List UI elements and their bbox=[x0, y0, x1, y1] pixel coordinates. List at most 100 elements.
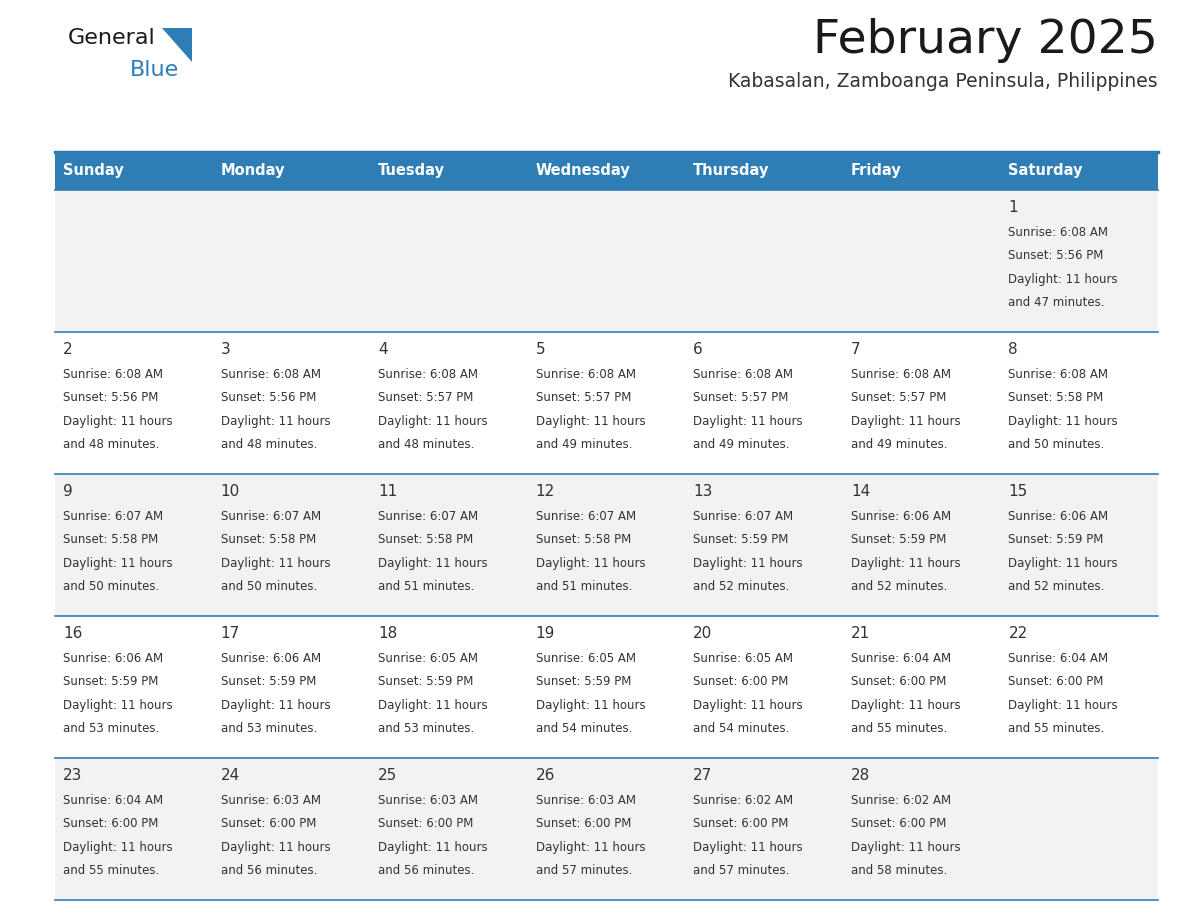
Text: Tuesday: Tuesday bbox=[378, 163, 446, 178]
Text: Sunset: 6:00 PM: Sunset: 6:00 PM bbox=[63, 817, 158, 830]
Text: Sunset: 5:59 PM: Sunset: 5:59 PM bbox=[221, 676, 316, 688]
Text: 21: 21 bbox=[851, 626, 870, 641]
Text: Sunrise: 6:08 AM: Sunrise: 6:08 AM bbox=[851, 368, 950, 381]
Text: 18: 18 bbox=[378, 626, 398, 641]
Text: 12: 12 bbox=[536, 484, 555, 499]
Text: Sunrise: 6:08 AM: Sunrise: 6:08 AM bbox=[63, 368, 163, 381]
Text: Daylight: 11 hours: Daylight: 11 hours bbox=[378, 415, 488, 428]
Text: Sunset: 5:56 PM: Sunset: 5:56 PM bbox=[63, 391, 158, 404]
Text: Daylight: 11 hours: Daylight: 11 hours bbox=[221, 841, 330, 854]
Text: and 57 minutes.: and 57 minutes. bbox=[536, 864, 632, 877]
Text: Daylight: 11 hours: Daylight: 11 hours bbox=[851, 841, 960, 854]
Text: and 56 minutes.: and 56 minutes. bbox=[378, 864, 474, 877]
Text: Sunset: 5:58 PM: Sunset: 5:58 PM bbox=[221, 533, 316, 546]
Text: Daylight: 11 hours: Daylight: 11 hours bbox=[536, 699, 645, 711]
Text: Sunset: 6:00 PM: Sunset: 6:00 PM bbox=[694, 676, 789, 688]
Text: Daylight: 11 hours: Daylight: 11 hours bbox=[694, 699, 803, 711]
Bar bbox=[842, 332, 1000, 474]
Text: Sunrise: 6:04 AM: Sunrise: 6:04 AM bbox=[63, 794, 163, 807]
Text: Sunset: 5:59 PM: Sunset: 5:59 PM bbox=[851, 533, 946, 546]
Text: Blue: Blue bbox=[129, 60, 179, 80]
Bar bbox=[685, 190, 842, 332]
Bar bbox=[213, 152, 371, 190]
Text: Daylight: 11 hours: Daylight: 11 hours bbox=[378, 841, 488, 854]
Text: 22: 22 bbox=[1009, 626, 1028, 641]
Text: Saturday: Saturday bbox=[1009, 163, 1083, 178]
Bar bbox=[685, 474, 842, 616]
Bar bbox=[527, 758, 685, 900]
Text: and 54 minutes.: and 54 minutes. bbox=[694, 722, 790, 735]
Text: and 54 minutes.: and 54 minutes. bbox=[536, 722, 632, 735]
Text: Daylight: 11 hours: Daylight: 11 hours bbox=[1009, 415, 1118, 428]
Text: Daylight: 11 hours: Daylight: 11 hours bbox=[378, 556, 488, 570]
Text: and 52 minutes.: and 52 minutes. bbox=[1009, 580, 1105, 593]
Text: and 49 minutes.: and 49 minutes. bbox=[851, 438, 947, 451]
Text: 7: 7 bbox=[851, 342, 860, 357]
Text: Friday: Friday bbox=[851, 163, 902, 178]
Text: 3: 3 bbox=[221, 342, 230, 357]
Text: Sunrise: 6:02 AM: Sunrise: 6:02 AM bbox=[851, 794, 950, 807]
Bar bbox=[1000, 190, 1158, 332]
Text: Sunrise: 6:08 AM: Sunrise: 6:08 AM bbox=[694, 368, 794, 381]
Text: Sunrise: 6:07 AM: Sunrise: 6:07 AM bbox=[221, 509, 321, 522]
Text: and 50 minutes.: and 50 minutes. bbox=[1009, 438, 1105, 451]
Text: 23: 23 bbox=[63, 768, 82, 783]
Bar bbox=[213, 616, 371, 758]
Bar bbox=[527, 616, 685, 758]
Text: 5: 5 bbox=[536, 342, 545, 357]
Text: 2: 2 bbox=[63, 342, 72, 357]
Text: Sunset: 5:59 PM: Sunset: 5:59 PM bbox=[63, 676, 158, 688]
Text: 25: 25 bbox=[378, 768, 398, 783]
Text: Sunset: 5:59 PM: Sunset: 5:59 PM bbox=[536, 676, 631, 688]
Text: Sunday: Sunday bbox=[63, 163, 124, 178]
Text: Daylight: 11 hours: Daylight: 11 hours bbox=[536, 841, 645, 854]
Text: and 55 minutes.: and 55 minutes. bbox=[1009, 722, 1105, 735]
Text: Sunrise: 6:07 AM: Sunrise: 6:07 AM bbox=[378, 509, 479, 522]
Bar bbox=[685, 616, 842, 758]
Bar bbox=[371, 332, 527, 474]
Bar bbox=[842, 758, 1000, 900]
Text: and 53 minutes.: and 53 minutes. bbox=[221, 722, 317, 735]
Text: Monday: Monday bbox=[221, 163, 285, 178]
Text: Sunrise: 6:08 AM: Sunrise: 6:08 AM bbox=[378, 368, 478, 381]
Text: Daylight: 11 hours: Daylight: 11 hours bbox=[536, 556, 645, 570]
Text: 13: 13 bbox=[694, 484, 713, 499]
Text: Sunrise: 6:04 AM: Sunrise: 6:04 AM bbox=[851, 652, 950, 665]
Text: Sunrise: 6:07 AM: Sunrise: 6:07 AM bbox=[694, 509, 794, 522]
Text: Kabasalan, Zamboanga Peninsula, Philippines: Kabasalan, Zamboanga Peninsula, Philippi… bbox=[728, 72, 1158, 91]
Text: Daylight: 11 hours: Daylight: 11 hours bbox=[63, 699, 172, 711]
Text: Daylight: 11 hours: Daylight: 11 hours bbox=[63, 841, 172, 854]
Text: 15: 15 bbox=[1009, 484, 1028, 499]
Text: Sunset: 5:58 PM: Sunset: 5:58 PM bbox=[378, 533, 473, 546]
Text: Sunrise: 6:05 AM: Sunrise: 6:05 AM bbox=[378, 652, 478, 665]
Text: 8: 8 bbox=[1009, 342, 1018, 357]
Text: Sunrise: 6:06 AM: Sunrise: 6:06 AM bbox=[221, 652, 321, 665]
Text: Sunset: 5:57 PM: Sunset: 5:57 PM bbox=[378, 391, 474, 404]
Text: Daylight: 11 hours: Daylight: 11 hours bbox=[63, 415, 172, 428]
Text: and 48 minutes.: and 48 minutes. bbox=[63, 438, 159, 451]
Text: Sunrise: 6:07 AM: Sunrise: 6:07 AM bbox=[536, 509, 636, 522]
Bar bbox=[685, 152, 842, 190]
Text: and 49 minutes.: and 49 minutes. bbox=[694, 438, 790, 451]
Text: 17: 17 bbox=[221, 626, 240, 641]
Text: General: General bbox=[68, 28, 156, 48]
Bar bbox=[55, 474, 213, 616]
Bar bbox=[55, 332, 213, 474]
Text: and 58 minutes.: and 58 minutes. bbox=[851, 864, 947, 877]
Bar bbox=[213, 332, 371, 474]
Text: Daylight: 11 hours: Daylight: 11 hours bbox=[221, 556, 330, 570]
Text: Sunset: 5:57 PM: Sunset: 5:57 PM bbox=[694, 391, 789, 404]
Bar bbox=[842, 616, 1000, 758]
Text: Daylight: 11 hours: Daylight: 11 hours bbox=[1009, 699, 1118, 711]
Text: Sunrise: 6:03 AM: Sunrise: 6:03 AM bbox=[221, 794, 321, 807]
Bar bbox=[213, 474, 371, 616]
Text: Daylight: 11 hours: Daylight: 11 hours bbox=[851, 415, 960, 428]
Text: Sunset: 6:00 PM: Sunset: 6:00 PM bbox=[536, 817, 631, 830]
Text: Daylight: 11 hours: Daylight: 11 hours bbox=[694, 415, 803, 428]
Text: Sunset: 6:00 PM: Sunset: 6:00 PM bbox=[851, 676, 946, 688]
Text: 28: 28 bbox=[851, 768, 870, 783]
Text: 10: 10 bbox=[221, 484, 240, 499]
Bar bbox=[685, 332, 842, 474]
Text: Daylight: 11 hours: Daylight: 11 hours bbox=[694, 841, 803, 854]
Text: and 56 minutes.: and 56 minutes. bbox=[221, 864, 317, 877]
